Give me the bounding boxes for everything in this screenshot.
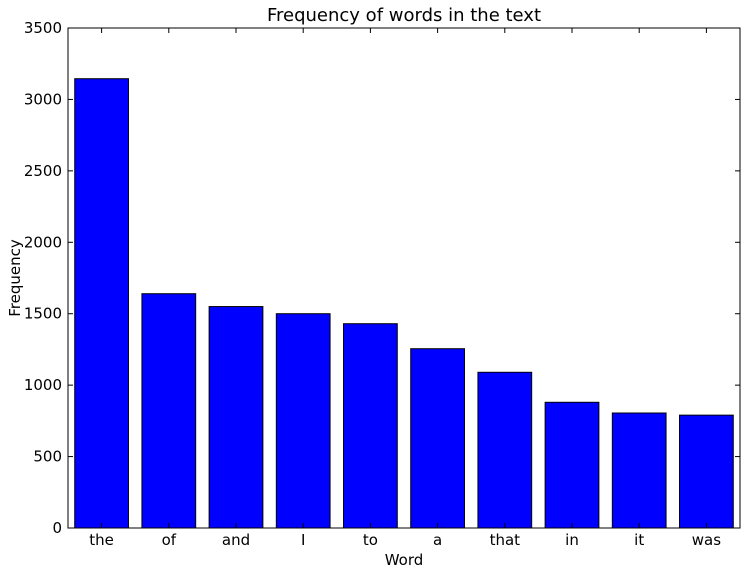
plot-frame [67, 27, 741, 529]
y-tick-label-1000: 1000 [24, 376, 62, 394]
bar-to [343, 323, 398, 529]
y-tick-label-2500: 2500 [24, 162, 62, 180]
x-tick-label-the: the [89, 531, 114, 549]
y-tick-label-3500: 3500 [24, 19, 62, 37]
x-tick-label-I: I [301, 531, 305, 549]
y-tick-label-500: 500 [33, 448, 62, 466]
x-tick-label-that: that [490, 531, 521, 549]
bar-I [275, 313, 331, 529]
x-tick-label-it: it [634, 531, 644, 549]
y-axis-label: Frequency [6, 239, 24, 317]
x-tick-label-was: was [692, 531, 721, 549]
bar-that [477, 371, 533, 529]
bar-the [74, 78, 129, 529]
y-tick-label-1500: 1500 [24, 305, 62, 323]
bars-layer [74, 78, 734, 529]
x-tick-label-in: in [565, 531, 579, 549]
bar-was [679, 414, 734, 529]
y-tick-label-3000: 3000 [24, 90, 62, 108]
chart-title: Frequency of words in the text [267, 5, 541, 26]
y-tick-label-0: 0 [52, 519, 62, 537]
x-tick-label-to: to [363, 531, 378, 549]
x-tick-label-of: of [162, 531, 177, 549]
bar-of [141, 293, 197, 529]
bar-in [544, 401, 600, 529]
bar-a [410, 348, 465, 529]
bar-it [611, 412, 667, 529]
x-axis-label: Word [385, 551, 424, 569]
bar-and [208, 306, 264, 529]
x-tick-label-and: and [222, 531, 250, 549]
x-tick-label-a: a [433, 531, 442, 549]
y-axis: 0 500 1000 1500 2000 2500 3000 3500 [24, 19, 740, 537]
y-tick-label-2000: 2000 [24, 233, 62, 251]
